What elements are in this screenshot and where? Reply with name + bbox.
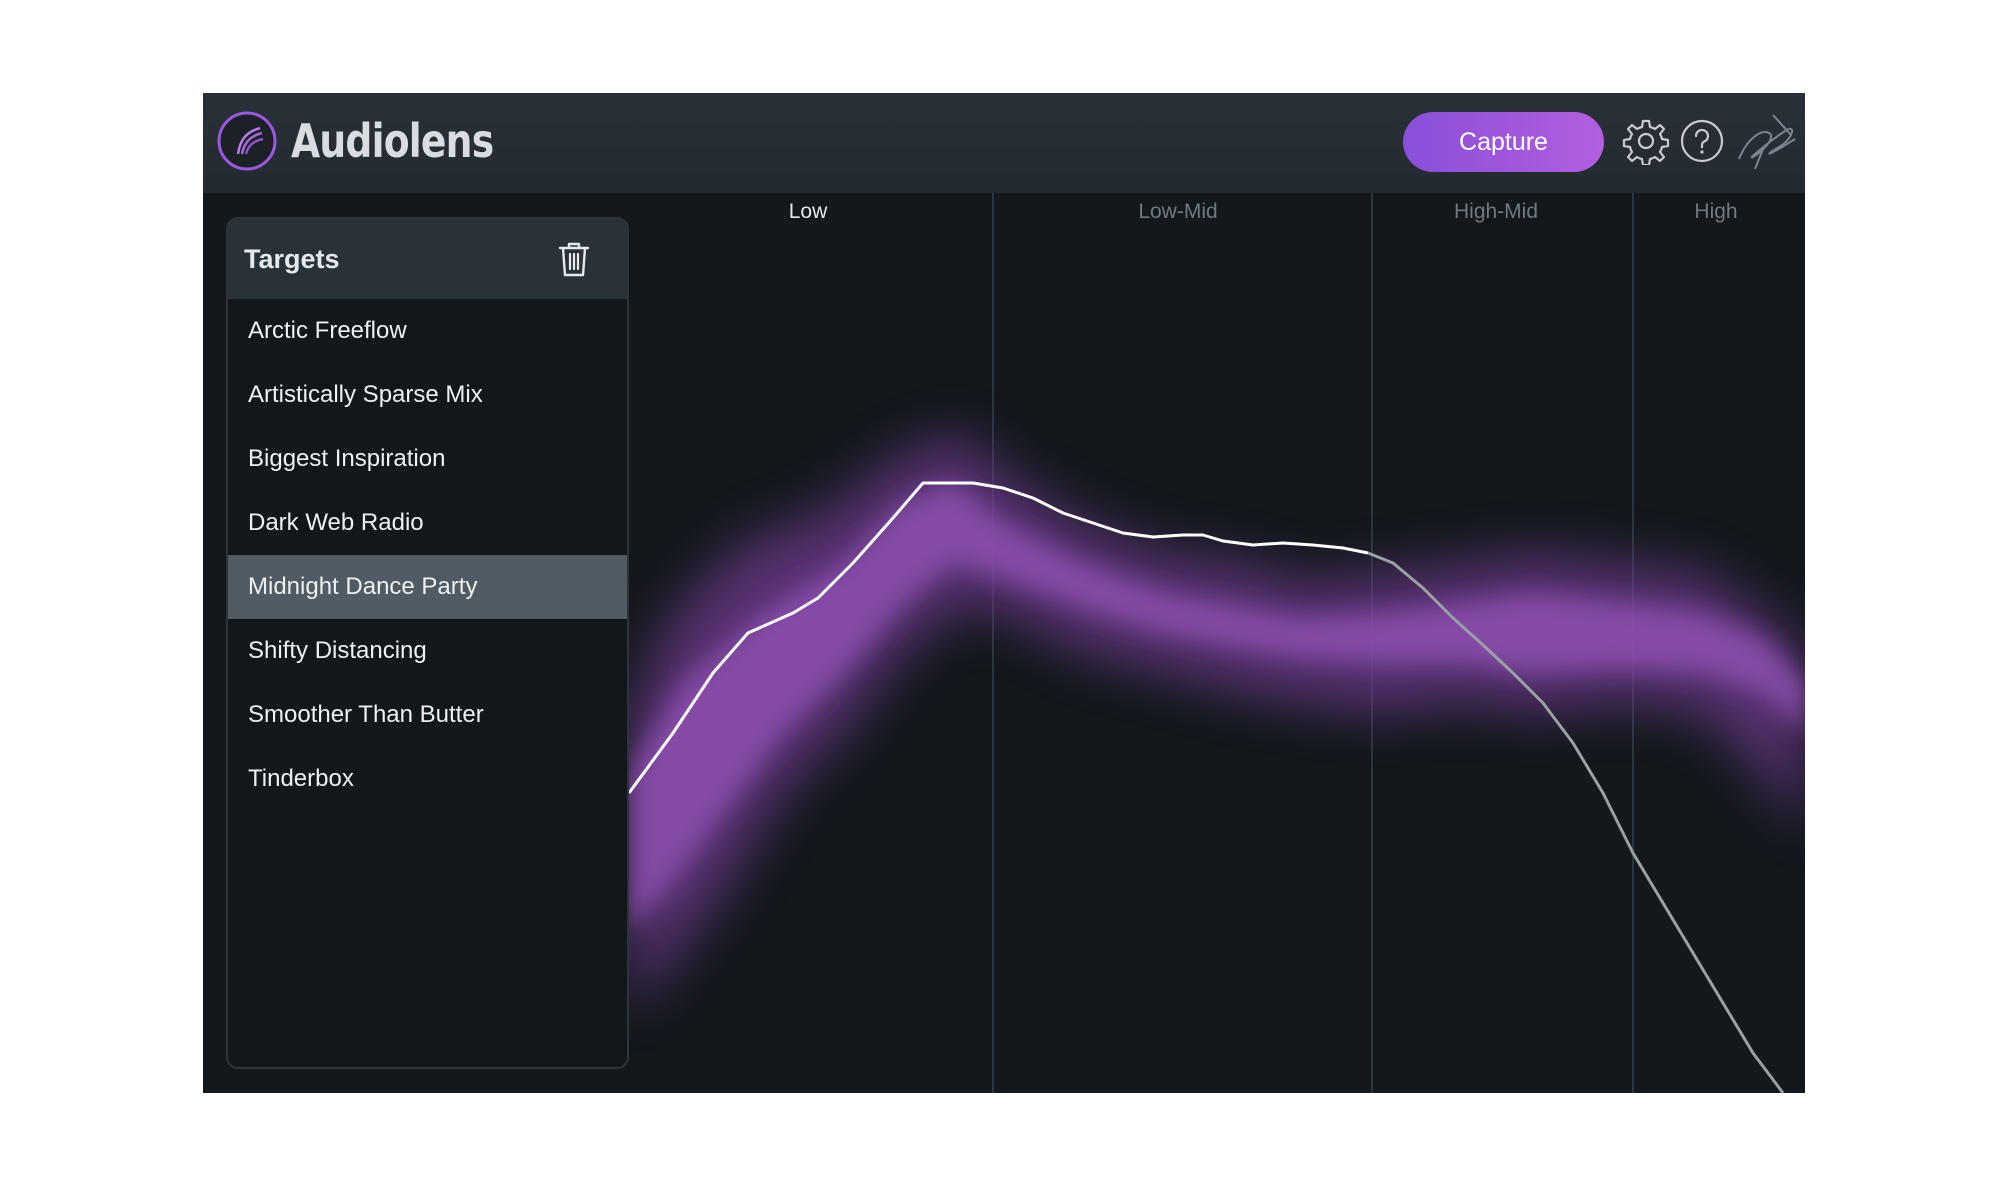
targets-panel: Targets Arctic Freeflow Artistically Spa… bbox=[226, 217, 629, 1069]
capture-button[interactable]: Capture bbox=[1403, 112, 1604, 172]
target-item-biggest-inspiration[interactable]: Biggest Inspiration bbox=[248, 445, 446, 472]
target-band-outer bbox=[629, 433, 1805, 1013]
capture-curve-fade bbox=[1367, 551, 1785, 1093]
band-label-high-mid[interactable]: High-Mid bbox=[1453, 200, 1539, 223]
audiolens-window: Audiolens Capture bbox=[203, 93, 1805, 1093]
target-band-core bbox=[629, 483, 1805, 933]
capture-curve bbox=[629, 481, 1369, 794]
band-label-high[interactable]: High bbox=[1694, 200, 1738, 223]
target-item-tinderbox[interactable]: Tinderbox bbox=[248, 765, 354, 792]
gear-icon[interactable] bbox=[1622, 117, 1670, 165]
header-bar: Audiolens Capture bbox=[203, 93, 1805, 193]
spiral-logo-icon bbox=[217, 111, 277, 171]
signature-logo-icon bbox=[1738, 114, 1796, 170]
band-label-low[interactable]: Low bbox=[788, 200, 828, 223]
target-item-smoother-than-butter[interactable]: Smoother Than Butter bbox=[248, 701, 484, 728]
target-item-artistically-sparse-mix[interactable]: Artistically Sparse Mix bbox=[248, 381, 483, 408]
targets-list: Arctic Freeflow Artistically Sparse Mix … bbox=[228, 299, 627, 811]
help-icon[interactable] bbox=[1678, 117, 1726, 165]
targets-panel-header: Targets bbox=[228, 219, 627, 299]
band-label-low-mid[interactable]: Low-Mid bbox=[1138, 200, 1218, 223]
target-item-midnight-dance-party[interactable]: Midnight Dance Party bbox=[228, 555, 627, 619]
trash-icon[interactable] bbox=[554, 239, 594, 279]
target-item-arctic-freeflow[interactable]: Arctic Freeflow bbox=[248, 317, 407, 344]
app-title: Audiolens bbox=[291, 114, 494, 168]
target-item-shifty-distancing[interactable]: Shifty Distancing bbox=[248, 637, 427, 664]
target-item-dark-web-radio[interactable]: Dark Web Radio bbox=[248, 509, 424, 536]
targets-title: Targets bbox=[244, 244, 340, 274]
